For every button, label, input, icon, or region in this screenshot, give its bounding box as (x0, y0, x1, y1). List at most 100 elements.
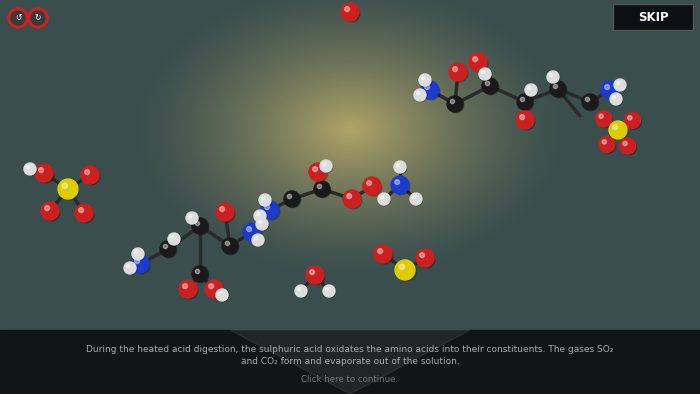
Circle shape (309, 269, 314, 275)
Circle shape (549, 72, 559, 84)
Circle shape (614, 79, 626, 91)
Circle shape (24, 163, 36, 175)
Circle shape (85, 170, 90, 175)
Circle shape (517, 94, 533, 110)
Circle shape (265, 205, 270, 210)
Circle shape (412, 195, 423, 206)
Circle shape (585, 97, 589, 102)
Circle shape (598, 113, 612, 128)
Circle shape (479, 68, 491, 80)
Circle shape (449, 63, 467, 81)
Circle shape (374, 245, 392, 263)
Circle shape (626, 115, 641, 129)
Circle shape (453, 67, 458, 72)
Circle shape (611, 123, 628, 140)
Circle shape (255, 236, 258, 240)
Circle shape (519, 115, 524, 119)
Circle shape (134, 251, 138, 254)
Circle shape (552, 83, 567, 98)
Circle shape (421, 76, 425, 80)
Circle shape (485, 81, 489, 85)
Circle shape (313, 167, 318, 171)
Circle shape (341, 3, 359, 21)
Circle shape (186, 212, 198, 224)
Circle shape (308, 268, 325, 285)
Circle shape (469, 53, 487, 71)
Circle shape (260, 195, 272, 206)
Circle shape (323, 285, 335, 297)
Circle shape (162, 243, 177, 258)
Circle shape (419, 251, 435, 268)
Circle shape (183, 284, 188, 288)
Circle shape (169, 234, 181, 245)
Circle shape (617, 82, 620, 85)
Circle shape (127, 264, 130, 268)
Circle shape (194, 220, 209, 235)
Circle shape (258, 221, 262, 224)
Circle shape (125, 264, 136, 275)
Circle shape (343, 6, 360, 22)
Circle shape (262, 197, 265, 200)
Circle shape (421, 81, 439, 99)
Circle shape (188, 214, 199, 225)
Circle shape (471, 55, 488, 72)
Circle shape (605, 85, 610, 89)
Circle shape (286, 193, 301, 208)
Circle shape (160, 241, 176, 257)
Text: SKIP: SKIP (638, 11, 668, 24)
Circle shape (26, 165, 36, 176)
Circle shape (256, 212, 260, 216)
Circle shape (326, 288, 329, 291)
Circle shape (218, 205, 235, 222)
Circle shape (612, 125, 617, 130)
Circle shape (603, 84, 620, 100)
Circle shape (252, 234, 264, 246)
Circle shape (550, 81, 566, 97)
Circle shape (615, 80, 626, 91)
Circle shape (421, 76, 432, 87)
Circle shape (11, 11, 25, 25)
Circle shape (596, 111, 612, 127)
Circle shape (134, 259, 139, 264)
Circle shape (394, 161, 406, 173)
Circle shape (38, 168, 43, 173)
Circle shape (395, 163, 407, 174)
Circle shape (75, 204, 93, 222)
Circle shape (78, 208, 83, 212)
Circle shape (416, 91, 426, 102)
Circle shape (553, 84, 558, 89)
Circle shape (205, 280, 223, 298)
Circle shape (518, 113, 535, 130)
Circle shape (482, 71, 484, 74)
Circle shape (582, 94, 598, 110)
Circle shape (450, 99, 454, 104)
Circle shape (345, 192, 362, 209)
Text: Click here to continue.: Click here to continue. (302, 375, 398, 385)
Circle shape (256, 218, 268, 230)
Circle shape (246, 227, 251, 232)
Circle shape (62, 183, 67, 188)
Circle shape (171, 236, 174, 239)
Circle shape (163, 244, 167, 249)
Bar (0, 330, 700, 394)
Circle shape (620, 138, 636, 154)
Circle shape (124, 262, 136, 274)
Circle shape (321, 162, 332, 173)
Circle shape (216, 289, 228, 301)
Circle shape (192, 266, 208, 282)
Text: ↻: ↻ (35, 13, 41, 22)
Circle shape (256, 212, 267, 223)
Circle shape (344, 7, 349, 11)
Circle shape (520, 97, 524, 102)
Circle shape (297, 286, 307, 297)
Circle shape (263, 203, 280, 220)
Circle shape (27, 165, 29, 169)
Circle shape (377, 247, 393, 264)
Circle shape (306, 266, 324, 284)
Circle shape (367, 181, 372, 186)
Circle shape (179, 280, 197, 298)
Circle shape (314, 181, 330, 197)
Circle shape (195, 269, 199, 273)
Circle shape (346, 194, 351, 199)
Circle shape (391, 176, 409, 194)
